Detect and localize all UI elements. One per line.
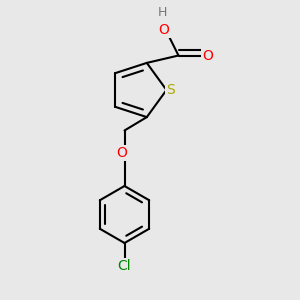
Text: H: H <box>158 5 167 19</box>
Text: O: O <box>202 49 213 62</box>
Text: S: S <box>166 83 175 97</box>
Text: Cl: Cl <box>118 259 131 273</box>
Text: O: O <box>116 146 127 160</box>
Text: O: O <box>159 23 170 37</box>
